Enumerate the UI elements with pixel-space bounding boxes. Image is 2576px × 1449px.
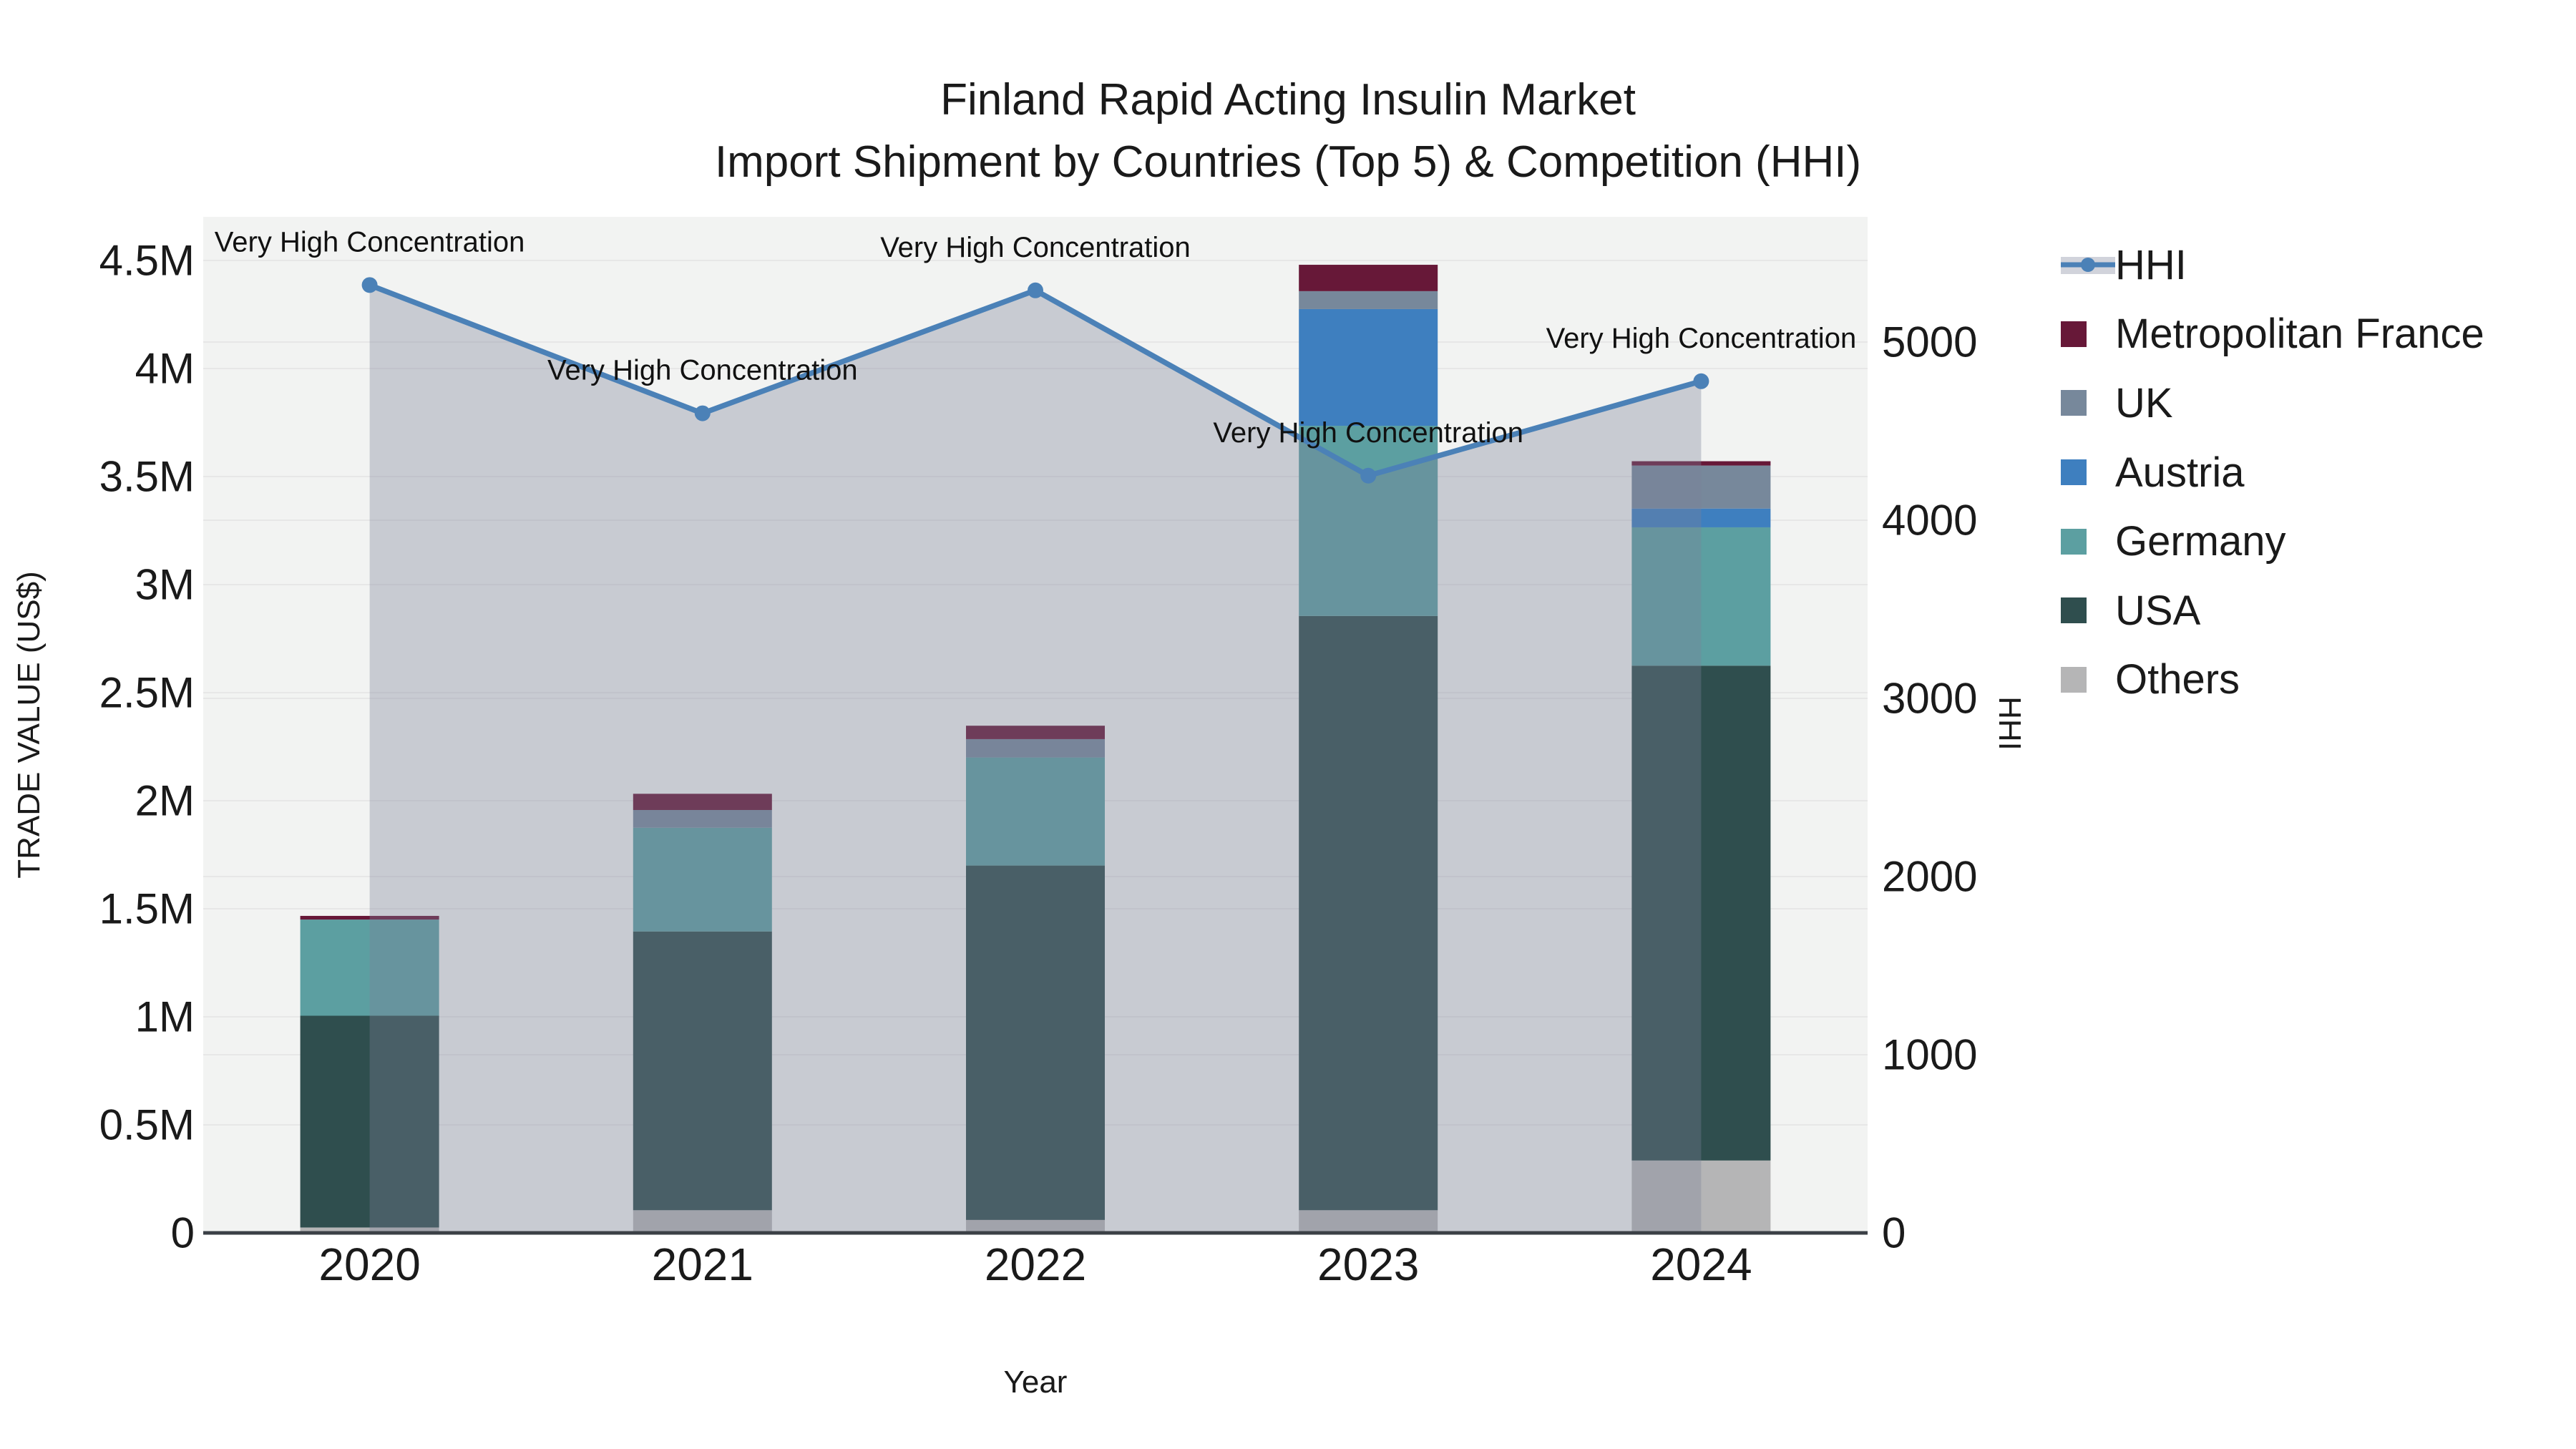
right-tick-label: 0 [1882, 1209, 1906, 1257]
bar-segment-metropolitan-france-2024[interactable] [1631, 461, 1771, 466]
annotation-2020: Very High Concentration [215, 226, 525, 258]
bar-segment-germany-2021[interactable] [633, 827, 772, 932]
bar-segment-others-2020[interactable] [300, 1227, 439, 1233]
left-axis-title: TRADE VALUE (US$) [11, 571, 47, 879]
legend-item-uk[interactable]: UK [2061, 369, 2484, 438]
bar-segment-usa-2020[interactable] [300, 1015, 439, 1228]
bar-segment-others-2023[interactable] [1299, 1210, 1438, 1233]
left-tick-label: 4M [135, 345, 195, 393]
chart-title-line1: Finland Rapid Acting Insulin Market [940, 75, 1636, 125]
bar-segment-usa-2021[interactable] [633, 931, 772, 1211]
legend-swatch-icon [2061, 459, 2115, 486]
hhi-point-2020[interactable] [361, 277, 378, 293]
hhi-point-2023[interactable] [1360, 467, 1377, 484]
hhi-point-2022[interactable] [1028, 282, 1043, 298]
legend-label: Germany [2115, 518, 2286, 565]
bar-segment-metropolitan-france-2020[interactable] [300, 915, 439, 920]
bar-segment-metropolitan-france-2021[interactable] [633, 794, 772, 810]
chart-title-line2: Import Shipment by Countries (Top 5) & C… [714, 137, 1862, 187]
bar-segment-usa-2022[interactable] [966, 865, 1105, 1220]
bar-segment-uk-2023[interactable] [1299, 291, 1438, 309]
hhi-area-fill [369, 285, 1702, 1233]
left-tick-label: 2.5M [99, 669, 195, 717]
legend-label: HHI [2115, 241, 2187, 288]
x-tick-label-2021: 2021 [652, 1239, 753, 1290]
legend-swatch-icon [2061, 528, 2115, 555]
right-tick-label: 2000 [1882, 853, 1977, 901]
left-tick-label: 1.5M [99, 885, 195, 933]
x-axis-title: Year [1004, 1365, 1068, 1400]
left-tick-label: 1M [135, 993, 195, 1041]
bar-segment-uk-2021[interactable] [633, 809, 772, 828]
legend-item-metropolitan-france[interactable]: Metropolitan France [2061, 300, 2484, 369]
x-axis-ticks: 2020 2021 2022 2023 2024 [318, 1239, 1752, 1290]
bar-segment-others-2024[interactable] [1631, 1160, 1771, 1233]
bar-segment-germany-2020[interactable] [300, 919, 439, 1016]
left-tick-label: 3.5M [99, 453, 195, 501]
bar-segment-austria-2023[interactable] [1299, 308, 1438, 426]
right-tick-label: 3000 [1882, 675, 1977, 723]
chart-title: Finland Rapid Acting Insulin Market Impo… [0, 69, 2576, 193]
left-tick-label: 0.5M [99, 1101, 195, 1149]
annotations: Very High Concentration Very High Concent… [215, 226, 1856, 448]
x-tick-label-2022: 2022 [985, 1239, 1086, 1290]
hhi-point-2024[interactable] [1693, 373, 1709, 389]
bar-segment-uk-2024[interactable] [1631, 465, 1771, 509]
right-axis-title: HHI [1992, 696, 2027, 751]
bar-segment-germany-2024[interactable] [1631, 527, 1771, 666]
bar-segment-others-2021[interactable] [633, 1210, 772, 1233]
left-tick-label: 2M [135, 777, 195, 825]
x-tick-label-2023: 2023 [1317, 1239, 1419, 1290]
legend-item-hhi[interactable]: HHI [2061, 230, 2484, 300]
left-tick-label: 0 [171, 1209, 195, 1257]
x-tick-label-2020: 2020 [318, 1239, 420, 1290]
legend-item-others[interactable]: Others [2061, 645, 2484, 715]
bar-segment-germany-2022[interactable] [966, 757, 1105, 866]
bar-segment-usa-2023[interactable] [1299, 615, 1438, 1211]
bar-segment-uk-2022[interactable] [966, 738, 1105, 758]
left-tick-label: 4.5M [99, 237, 195, 285]
bar-segment-others-2022[interactable] [966, 1219, 1105, 1233]
legend-swatch-icon [2061, 321, 2115, 347]
x-tick-label-2024: 2024 [1650, 1239, 1752, 1290]
legend-swatch-icon [2061, 390, 2115, 416]
legend: HHI Metropolitan France UK Austria Germany US… [2061, 230, 2484, 714]
left-axis-ticks: 0 0.5M 1M 1.5M 2M 2.5M 3M 3.5M 4M 4.5M [99, 237, 195, 1257]
legend-swatch-icon [2061, 666, 2115, 693]
legend-label: UK [2115, 379, 2173, 426]
right-tick-label: 5000 [1882, 318, 1977, 366]
right-axis-ticks: 0 1000 2000 3000 4000 5000 [1882, 318, 1977, 1257]
bar-segment-germany-2023[interactable] [1299, 426, 1438, 616]
legend-label: USA [2115, 587, 2201, 634]
legend-label: Metropolitan France [2115, 311, 2484, 358]
legend-swatch-icon [2061, 597, 2115, 624]
legend-item-austria[interactable]: Austria [2061, 438, 2484, 507]
annotation-2024: Very High Concentration [1546, 323, 1857, 354]
annotation-2022: Very High Concentration [880, 232, 1191, 263]
bar-segment-metropolitan-france-2023[interactable] [1299, 265, 1438, 291]
hhi-line-icon [2061, 243, 2115, 286]
bar-segment-metropolitan-france-2022[interactable] [966, 726, 1105, 739]
legend-label: Others [2115, 656, 2240, 703]
legend-item-germany[interactable]: Germany [2061, 507, 2484, 576]
bar-segment-austria-2024[interactable] [1631, 508, 1771, 527]
annotation-2023: Very High Concentration [1213, 417, 1523, 449]
right-tick-label: 4000 [1882, 497, 1977, 545]
bar-series [300, 265, 1771, 1233]
legend-label: Austria [2115, 449, 2245, 496]
bar-segment-usa-2024[interactable] [1631, 665, 1771, 1161]
legend-item-usa[interactable]: USA [2061, 576, 2484, 645]
left-tick-label: 3M [135, 561, 195, 609]
right-tick-label: 1000 [1882, 1031, 1977, 1079]
annotation-2021: Very High Concentration [547, 355, 858, 386]
hhi-point-2021[interactable] [694, 405, 711, 421]
